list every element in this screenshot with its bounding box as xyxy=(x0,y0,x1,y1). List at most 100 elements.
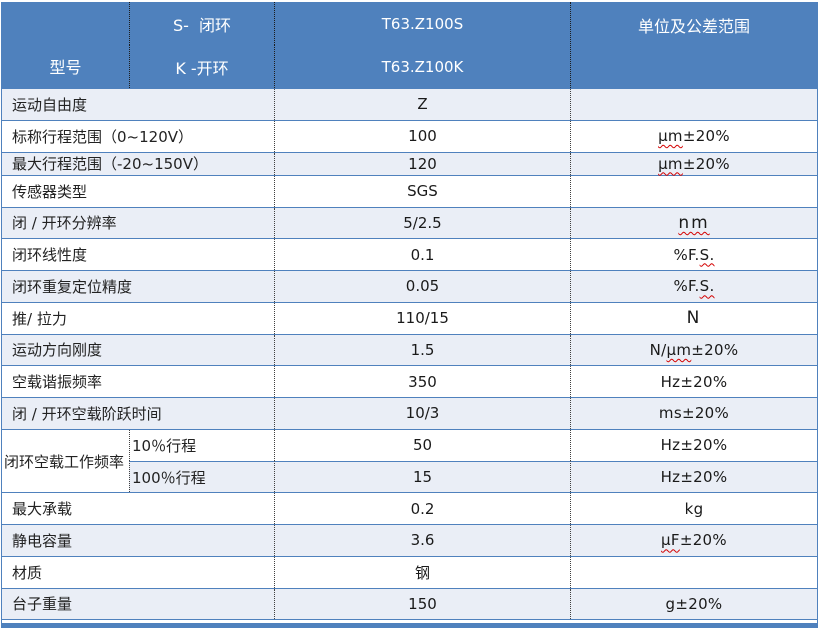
table-row: 闭环线性度 0.1 %F. S. xyxy=(2,238,817,270)
header-model-label: 型号 xyxy=(49,58,82,77)
unit-misspelled-text: μm xyxy=(658,127,683,146)
spec-label: 推/ 拉力 xyxy=(12,309,67,328)
spec-label: 静电容量 xyxy=(12,531,73,550)
spec-unit: Hz±20% xyxy=(570,366,817,397)
spec-unit: g±20% xyxy=(570,588,817,620)
header-part-number-s: T63.Z100S xyxy=(274,2,570,45)
unit-text: N/ xyxy=(649,340,667,359)
spec-value: 100 xyxy=(274,120,570,152)
header-variant-open: K -开环 xyxy=(129,45,274,88)
table-row: 闭 / 开环空载阶跃时间 10/3 ms±20% xyxy=(2,397,817,429)
table-bottom-accent-bar xyxy=(2,623,817,629)
unit-misspelled-text: nm xyxy=(678,212,710,233)
spec-label: 最大行程范围（-20~150V） xyxy=(12,155,208,174)
spec-unit: kg xyxy=(570,493,817,524)
table-bottom-gap xyxy=(2,620,817,624)
spec-value: SGS xyxy=(274,175,570,207)
spec-unit xyxy=(570,89,817,120)
spec-unit: μF ±20% xyxy=(570,525,817,556)
unit-misspelled-text: S. xyxy=(699,277,715,296)
spec-label: 最大承载 xyxy=(12,500,73,519)
table-row: 材质 钢 xyxy=(2,555,817,588)
spec-unit: nm xyxy=(570,207,817,239)
spec-unit: μm ±20% xyxy=(570,152,817,175)
spec-label: 传感器类型 xyxy=(12,182,88,201)
unit-tolerance-text: ±20% xyxy=(682,154,730,173)
unit-tolerance-text: ±20% xyxy=(691,340,739,359)
table-row: 运动自由度 Z xyxy=(2,88,817,120)
spec-value: 350 xyxy=(274,366,570,397)
table-row: 闭 / 开环分辨率 5/2.5 nm xyxy=(2,206,817,239)
unit-text: Hz±20% xyxy=(660,468,728,487)
table-row: 闭环重复定位精度 0.05 %F. S. xyxy=(2,270,817,302)
sub-row-label: 100％行程 xyxy=(129,461,274,493)
header-part-number-k: T63.Z100K xyxy=(274,45,570,88)
spec-label: 材质 xyxy=(12,563,43,582)
spec-value: 0.2 xyxy=(274,493,570,524)
unit-misspelled-text: μm xyxy=(666,340,692,359)
spec-label: 运动方向刚度 xyxy=(12,341,103,360)
table-body: 运动自由度 Z 标称行程范围（0~120V） 100 μm ±20% 最大行程范围… xyxy=(2,88,817,621)
table-row-group: 闭环空载工作频率 10％行程 50 Hz±20% 100％行程 15 Hz±20… xyxy=(2,428,817,493)
header-units-label: 单位及公差范围 xyxy=(570,2,817,88)
spec-label: 闭环线性度 xyxy=(12,246,88,265)
header-variant-closed: S- 闭环 xyxy=(129,2,274,45)
unit-misspelled-text: μF xyxy=(661,531,680,550)
spec-label: 标称行程范围（0~120V） xyxy=(12,127,194,146)
table-row: 标称行程范围（0~120V） 100 μm ±20% xyxy=(2,119,817,152)
spec-value: 10/3 xyxy=(274,398,570,429)
spec-value: 钢 xyxy=(274,556,570,588)
spec-unit: %F. S. xyxy=(570,239,817,270)
unit-tolerance-text: ±20% xyxy=(682,127,730,146)
spec-unit: Hz±20% xyxy=(570,461,817,493)
unit-misspelled-text: μm xyxy=(658,154,683,173)
group-row-label: 闭环空载工作频率 xyxy=(2,429,129,493)
spec-value: 1.5 xyxy=(274,334,570,366)
spec-unit: %F. S. xyxy=(570,271,817,302)
spec-label: 闭环重复定位精度 xyxy=(12,277,133,296)
spec-unit xyxy=(570,556,817,588)
unit-misspelled-text: S. xyxy=(699,245,715,264)
spec-value: 3.6 xyxy=(274,525,570,556)
table-row: 空载谐振频率 350 Hz±20% xyxy=(2,365,817,397)
unit-text: g±20% xyxy=(665,594,723,613)
table-row: 推/ 拉力 110/15 N xyxy=(2,301,817,334)
unit-text: Hz±20% xyxy=(660,372,728,391)
spec-value: 50 xyxy=(274,429,570,461)
table-row: 静电容量 3.6 μF ±20% xyxy=(2,524,817,556)
spec-value: 0.1 xyxy=(274,239,570,270)
spec-label: 闭 / 开环分辨率 xyxy=(12,214,117,233)
spec-unit: Hz±20% xyxy=(570,429,817,461)
spec-value: 110/15 xyxy=(274,302,570,334)
sub-row-label: 10％行程 xyxy=(129,429,274,461)
spec-label: 空载谐振频率 xyxy=(12,373,103,392)
spec-value: Z xyxy=(274,89,570,120)
table-row: 最大承载 0.2 kg xyxy=(2,492,817,524)
spec-value: 0.05 xyxy=(274,271,570,302)
unit-tolerance-text: ±20% xyxy=(679,531,727,550)
spec-value: 15 xyxy=(274,461,570,493)
unit-text: kg xyxy=(684,499,704,518)
spec-value: 120 xyxy=(274,152,570,175)
table-row: 运动方向刚度 1.5 N/μm ±20% xyxy=(2,333,817,366)
unit-text: %F. xyxy=(673,277,700,296)
table-header: 型号 S- 闭环 K -开环 T63.Z100S T63.Z100K 单位及公差… xyxy=(2,2,817,88)
spec-label: 台子重量 xyxy=(12,595,73,614)
spec-unit: ms±20% xyxy=(570,398,817,429)
unit-text: %F. xyxy=(673,245,700,264)
table-row: 台子重量 150 g±20% xyxy=(2,587,817,620)
spec-label: 闭 / 开环空载阶跃时间 xyxy=(12,404,162,423)
spec-unit: N/μm ±20% xyxy=(570,334,817,366)
spec-label: 运动自由度 xyxy=(12,95,88,114)
spec-unit xyxy=(570,175,817,207)
spec-unit: N xyxy=(570,302,817,334)
table-row: 传感器类型 SGS xyxy=(2,174,817,207)
spec-value: 5/2.5 xyxy=(274,207,570,239)
unit-text: ms±20% xyxy=(658,404,730,423)
unit-text: N xyxy=(686,308,702,329)
spec-value: 150 xyxy=(274,588,570,620)
table-row: 最大行程范围（-20~150V） 120 μm ±20% xyxy=(2,151,817,175)
spec-unit: μm ±20% xyxy=(570,120,817,152)
unit-text: Hz±20% xyxy=(660,436,728,455)
